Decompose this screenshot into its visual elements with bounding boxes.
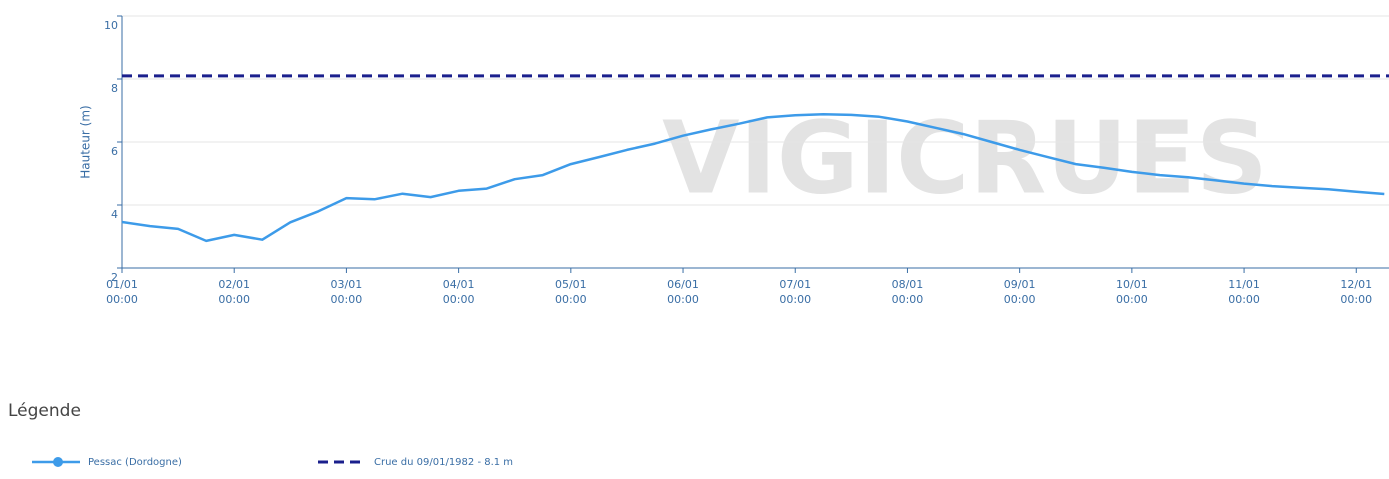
x-tick-date: 06/01	[667, 278, 699, 291]
x-tick-date: 03/01	[331, 278, 363, 291]
x-tick-time: 00:00	[1116, 293, 1148, 306]
x-tick-date: 07/01	[779, 278, 811, 291]
x-tick-time: 00:00	[218, 293, 250, 306]
watermark: VIGICRUES	[662, 99, 1268, 216]
x-tick-date: 04/01	[443, 278, 475, 291]
x-tick-time: 00:00	[779, 293, 811, 306]
y-tick-label: 6	[111, 145, 118, 158]
x-tick-time: 00:00	[555, 293, 587, 306]
y-tick-label: 4	[111, 208, 118, 221]
x-tick-time: 00:00	[1228, 293, 1260, 306]
x-tick-time: 00:00	[892, 293, 924, 306]
y-tick-label: 10	[104, 19, 118, 32]
x-tick-date: 12/01	[1340, 278, 1372, 291]
x-tick-time: 00:00	[331, 293, 363, 306]
series-line	[121, 113, 1385, 243]
legend-title: Légende	[8, 401, 81, 421]
x-tick-date: 08/01	[892, 278, 924, 291]
x-tick-date: 09/01	[1004, 278, 1036, 291]
x-tick-time: 00:00	[443, 293, 475, 306]
x-tick-time: 00:00	[667, 293, 699, 306]
x-tick-date: 10/01	[1116, 278, 1148, 291]
y-tick-label: 8	[111, 82, 118, 95]
y-tick-label: 2	[111, 271, 118, 284]
x-tick-time: 00:00	[106, 293, 138, 306]
x-tick-date: 05/01	[555, 278, 587, 291]
x-tick-date: 11/01	[1228, 278, 1260, 291]
x-tick-date: 02/01	[218, 278, 250, 291]
x-tick-time: 00:00	[1004, 293, 1036, 306]
x-tick-date: 01/01	[106, 278, 138, 291]
legend-marker	[53, 457, 63, 467]
x-tick-time: 00:00	[1340, 293, 1372, 306]
legend-label: Pessac (Dordogne)	[88, 457, 182, 468]
y-axis-label: Hauteur (m)	[79, 105, 93, 178]
legend-label: Crue du 09/01/1982 - 8.1 m	[374, 457, 513, 468]
